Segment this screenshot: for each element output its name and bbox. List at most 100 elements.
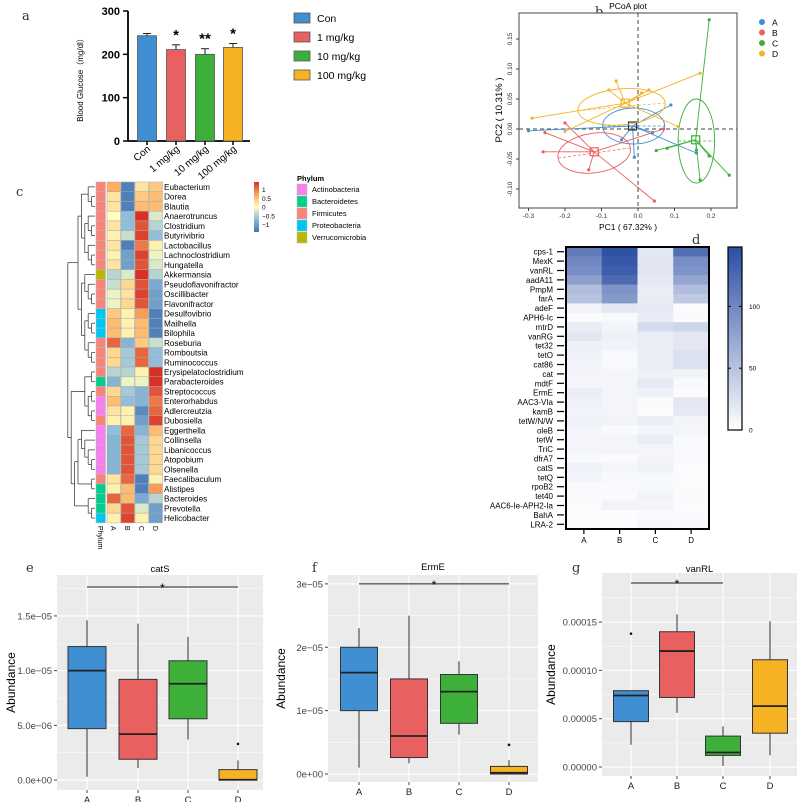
y-tick-label: -0.05 bbox=[507, 151, 514, 166]
box-A bbox=[340, 628, 378, 768]
heatmap-cell bbox=[566, 519, 603, 530]
heatmap-cell bbox=[148, 327, 163, 339]
x-axis-label: PC1 ( 67.32% ) bbox=[599, 222, 657, 232]
box bbox=[752, 659, 788, 734]
heatmap-cell bbox=[673, 322, 710, 332]
heatmap-cell bbox=[673, 406, 710, 417]
y-tick-label: 200 bbox=[102, 49, 120, 61]
heatmap-cell bbox=[120, 405, 135, 417]
sample-point bbox=[563, 121, 567, 125]
heatmap-cell bbox=[566, 341, 603, 351]
heatmap-cell bbox=[566, 284, 603, 295]
legend-swatch bbox=[296, 195, 308, 208]
arg-heatmap: cps-1MexKvanRLaadA11PmpMfarAadeFAPH6-Icm… bbox=[490, 246, 760, 545]
column-label-phylum: Phylum bbox=[96, 526, 103, 550]
legend-swatch bbox=[293, 50, 311, 62]
heatmap-cell bbox=[673, 312, 710, 323]
heatmap-cell bbox=[601, 275, 638, 285]
significance-mark: * bbox=[432, 578, 437, 592]
row-label: AAC6-Ie-APH2-Ia bbox=[490, 502, 554, 511]
heatmap-cell bbox=[637, 275, 674, 285]
phylum-cell bbox=[95, 220, 106, 231]
heatmap-cell bbox=[637, 491, 674, 502]
legend-label: 100 mg/kg bbox=[317, 70, 366, 82]
outlier-point bbox=[507, 743, 511, 747]
legend-label: Con bbox=[317, 13, 336, 25]
row-label: Enterorhabdus bbox=[164, 397, 218, 406]
heatmap-cell bbox=[106, 512, 121, 524]
heatmap-cell bbox=[120, 201, 135, 212]
row-label: Hungatella bbox=[164, 261, 204, 270]
box bbox=[659, 631, 695, 698]
row-label: PmpM bbox=[530, 285, 553, 294]
box bbox=[390, 678, 428, 759]
phylum-cell bbox=[95, 357, 106, 368]
legend-swatch bbox=[293, 12, 311, 24]
heatmap-cell bbox=[134, 181, 149, 192]
heatmap-cell bbox=[134, 493, 149, 504]
heatmap-cell bbox=[106, 347, 121, 358]
centroid-marker bbox=[691, 135, 701, 145]
phylum-cell bbox=[95, 454, 106, 465]
y-axis-label: PC2 ( 10.31% ) bbox=[494, 78, 505, 143]
heatmap-cell bbox=[637, 435, 674, 445]
legend-label: Actinobacteria bbox=[312, 185, 360, 194]
heatmap-cell bbox=[106, 483, 121, 494]
heatmap-cell bbox=[566, 369, 603, 379]
heatmap-cell bbox=[106, 210, 121, 222]
significance-mark: ** bbox=[199, 31, 211, 48]
x-tick-label: 0.2 bbox=[706, 213, 715, 220]
heatmap-cell bbox=[134, 454, 149, 465]
heatmap-cell bbox=[601, 416, 638, 426]
heatmap-cell bbox=[106, 454, 121, 465]
phylum-cell bbox=[95, 308, 106, 319]
heatmap-cell bbox=[134, 327, 149, 339]
heatmap-cell bbox=[601, 350, 638, 361]
heatmap-cell bbox=[134, 425, 149, 436]
heatmap-cell bbox=[134, 376, 149, 387]
heatmap-cell bbox=[601, 453, 638, 464]
heatmap-cell bbox=[673, 388, 710, 398]
legend-label: Bacteroidetes bbox=[312, 197, 358, 206]
sample-point bbox=[665, 146, 669, 150]
heatmap-cell bbox=[566, 435, 603, 445]
heatmap-cell bbox=[637, 350, 674, 361]
legend-dot bbox=[759, 19, 765, 25]
box-C bbox=[440, 661, 478, 735]
heatmap-cell bbox=[106, 288, 121, 300]
y-tick-label: -0.10 bbox=[507, 181, 514, 196]
heatmap-cell bbox=[120, 259, 135, 270]
row-label: farA bbox=[538, 295, 553, 304]
heatmap-cell bbox=[637, 341, 674, 351]
x-tick-label: C bbox=[456, 787, 463, 798]
heatmap-cell bbox=[106, 396, 121, 407]
heatmap-cell bbox=[120, 473, 135, 485]
heatmap-cell bbox=[566, 491, 603, 502]
heatmap-cell bbox=[120, 327, 135, 339]
bar bbox=[166, 49, 186, 142]
colorbar-tick-label: −1 bbox=[262, 222, 270, 229]
heatmap-cell bbox=[134, 396, 149, 407]
y-axis-label: Abundance bbox=[4, 652, 18, 713]
column-label: A bbox=[581, 536, 587, 545]
spider-line bbox=[695, 139, 730, 176]
heatmap-cell bbox=[637, 463, 674, 473]
spider-line bbox=[532, 102, 626, 119]
box bbox=[168, 660, 208, 720]
heatmap-cell bbox=[120, 434, 135, 446]
heatmap-cell bbox=[120, 220, 135, 231]
heatmap-cell bbox=[637, 425, 674, 436]
heatmap-cell bbox=[120, 396, 135, 407]
outlier-point bbox=[629, 632, 633, 635]
heatmap-cell bbox=[673, 331, 710, 342]
heatmap-cell bbox=[637, 406, 674, 417]
phylum-cell bbox=[95, 512, 106, 524]
boxplot-catS: 0.0e+00 5.0e−06 1.0e−05 1.5e−05 A B C D * catS Abu… bbox=[4, 564, 263, 802]
heatmap-cell bbox=[106, 269, 121, 280]
heatmap-cell bbox=[106, 279, 121, 290]
heatmap-cell bbox=[637, 500, 674, 511]
legend-dot bbox=[759, 29, 765, 36]
heatmap-cell bbox=[106, 415, 121, 426]
x-tick-label: B bbox=[674, 781, 680, 792]
colorbar-tick-label: 0 bbox=[262, 205, 266, 212]
